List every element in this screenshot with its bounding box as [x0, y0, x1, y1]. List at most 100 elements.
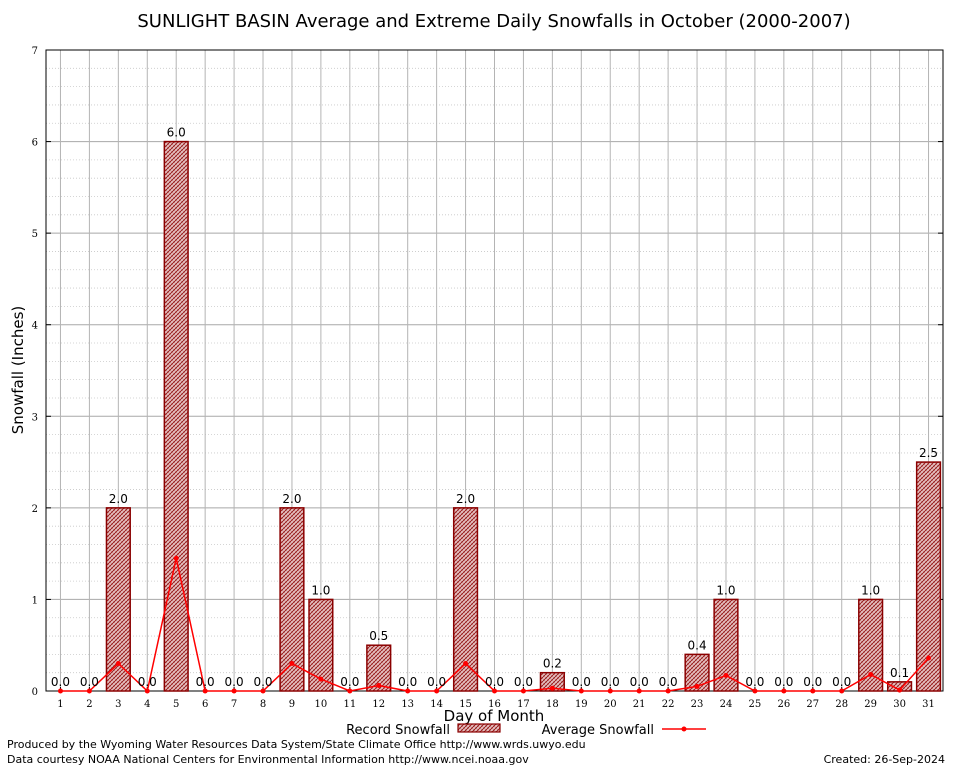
average-point: [173, 555, 179, 561]
created-date: Created: 26-Sep-2024: [824, 753, 945, 766]
average-point: [57, 688, 63, 694]
bar-value-label: 2.0: [456, 492, 475, 506]
average-point: [347, 688, 353, 694]
average-point: [607, 688, 613, 694]
x-tick-label: 13: [401, 699, 414, 710]
record-bar: [915, 461, 942, 692]
x-tick-label: 22: [662, 699, 675, 710]
bar-value-label: 0.0: [601, 675, 620, 689]
y-tick-label: 6: [32, 138, 38, 149]
chart-title: SUNLIGHT BASIN Average and Extreme Daily…: [137, 11, 850, 32]
average-line: [57, 555, 932, 694]
bar-value-label: 0.0: [659, 675, 678, 689]
x-tick-label: 7: [231, 699, 237, 710]
bar-value-label: 0.2: [543, 657, 562, 671]
grid: [46, 50, 943, 691]
x-tick-label: 30: [893, 699, 906, 710]
x-tick-label: 18: [546, 699, 559, 710]
bar-value-label: 0.0: [196, 675, 215, 689]
average-point: [839, 688, 845, 694]
record-bar: [539, 671, 565, 692]
average-point: [434, 688, 440, 694]
y-tick-label: 1: [32, 595, 38, 606]
average-point: [665, 688, 671, 694]
average-point: [289, 661, 295, 667]
average-point: [405, 688, 411, 694]
x-tick-label: 1: [57, 699, 63, 710]
x-tick-label: 16: [488, 699, 501, 710]
average-point: [144, 688, 150, 694]
x-tick-label: 4: [144, 699, 150, 710]
x-tick-label: 26: [777, 699, 790, 710]
bar-value-label: 0.0: [745, 675, 764, 689]
bar-value-label: 0.1: [890, 666, 909, 680]
x-tick-label: 3: [115, 699, 121, 710]
y-tick-label: 2: [32, 504, 38, 515]
bar-value-label: 0.0: [630, 675, 649, 689]
legend-record-label: Record Snowfall: [346, 723, 450, 738]
average-point: [520, 688, 526, 694]
x-tick-label: 31: [922, 699, 935, 710]
average-point: [868, 672, 874, 678]
x-tick-label: 12: [372, 699, 385, 710]
y-tick-label: 0: [32, 687, 38, 698]
y-axis: 0 1 2 3 4 5 6 7: [32, 46, 943, 698]
x-tick-label: 28: [835, 699, 848, 710]
x-tick-label: 6: [202, 699, 208, 710]
x-tick-label: 14: [430, 699, 443, 710]
average-point: [463, 661, 469, 667]
average-point: [202, 688, 208, 694]
legend-average-label: Average Snowfall: [542, 723, 654, 738]
bar-value-label: 2.5: [919, 446, 938, 460]
bar-value-label: 1.0: [311, 583, 330, 597]
y-tick-label: 4: [32, 321, 38, 332]
bar-value-label: 0.0: [832, 675, 851, 689]
x-tick-label: 29: [864, 699, 877, 710]
bar-value-label: 0.0: [427, 675, 446, 689]
legend-average-marker: [681, 726, 687, 732]
record-bar: [308, 598, 334, 692]
bar-value-label: 0.0: [225, 675, 244, 689]
bar-value-label: 0.0: [253, 675, 272, 689]
average-point: [86, 688, 92, 694]
average-point: [549, 685, 555, 691]
y-tick-label: 7: [32, 46, 38, 57]
x-tick-label: 21: [633, 699, 646, 710]
bar-value-label: 0.0: [138, 675, 157, 689]
record-bar: [713, 598, 739, 692]
bar-value-label: 6.0: [167, 126, 186, 140]
x-axis: 1 2 3 4 5 6 7 8 9 10 11 12 13 14 15 16 17 18 19 20 21 22 23 24 2…: [57, 687, 935, 710]
record-bar: [684, 653, 710, 692]
y-tick-label: 3: [32, 412, 38, 423]
x-tick-label: 5: [173, 699, 179, 710]
average-point: [781, 688, 787, 694]
bar-value-label: 1.0: [716, 583, 735, 597]
average-point: [492, 688, 497, 694]
average-point: [636, 688, 642, 694]
record-bar: [858, 598, 884, 692]
record-bar: [279, 507, 305, 692]
x-tick-label: 8: [260, 699, 266, 710]
bar-value-label: 0.0: [340, 675, 359, 689]
average-point: [318, 676, 324, 682]
average-point: [115, 661, 121, 667]
average-point: [376, 683, 382, 689]
x-tick-label: 25: [749, 699, 762, 710]
x-tick-label: 23: [691, 699, 704, 710]
bar-value-label: 0.0: [51, 675, 70, 689]
bar-value-label: 1.0: [861, 583, 880, 597]
bar-value-label: 0.0: [572, 675, 591, 689]
average-point: [723, 672, 729, 678]
average-point: [926, 655, 932, 661]
record-bar: [452, 507, 479, 692]
bar-value-label: 2.0: [282, 492, 301, 506]
bar-value-labels: 0.0 0.0 2.0 0.0 6.0 0.0 0.0 0.0 2.0 1.0 0.0 0.5 0.0 0…: [51, 126, 938, 689]
x-tick-label: 9: [289, 699, 295, 710]
bar-value-label: 2.0: [109, 492, 128, 506]
average-point: [231, 688, 237, 694]
x-tick-label: 11: [343, 699, 356, 710]
average-point: [810, 688, 816, 694]
average-point: [752, 688, 758, 694]
legend: Record Snowfall Average Snowfall: [346, 723, 706, 738]
